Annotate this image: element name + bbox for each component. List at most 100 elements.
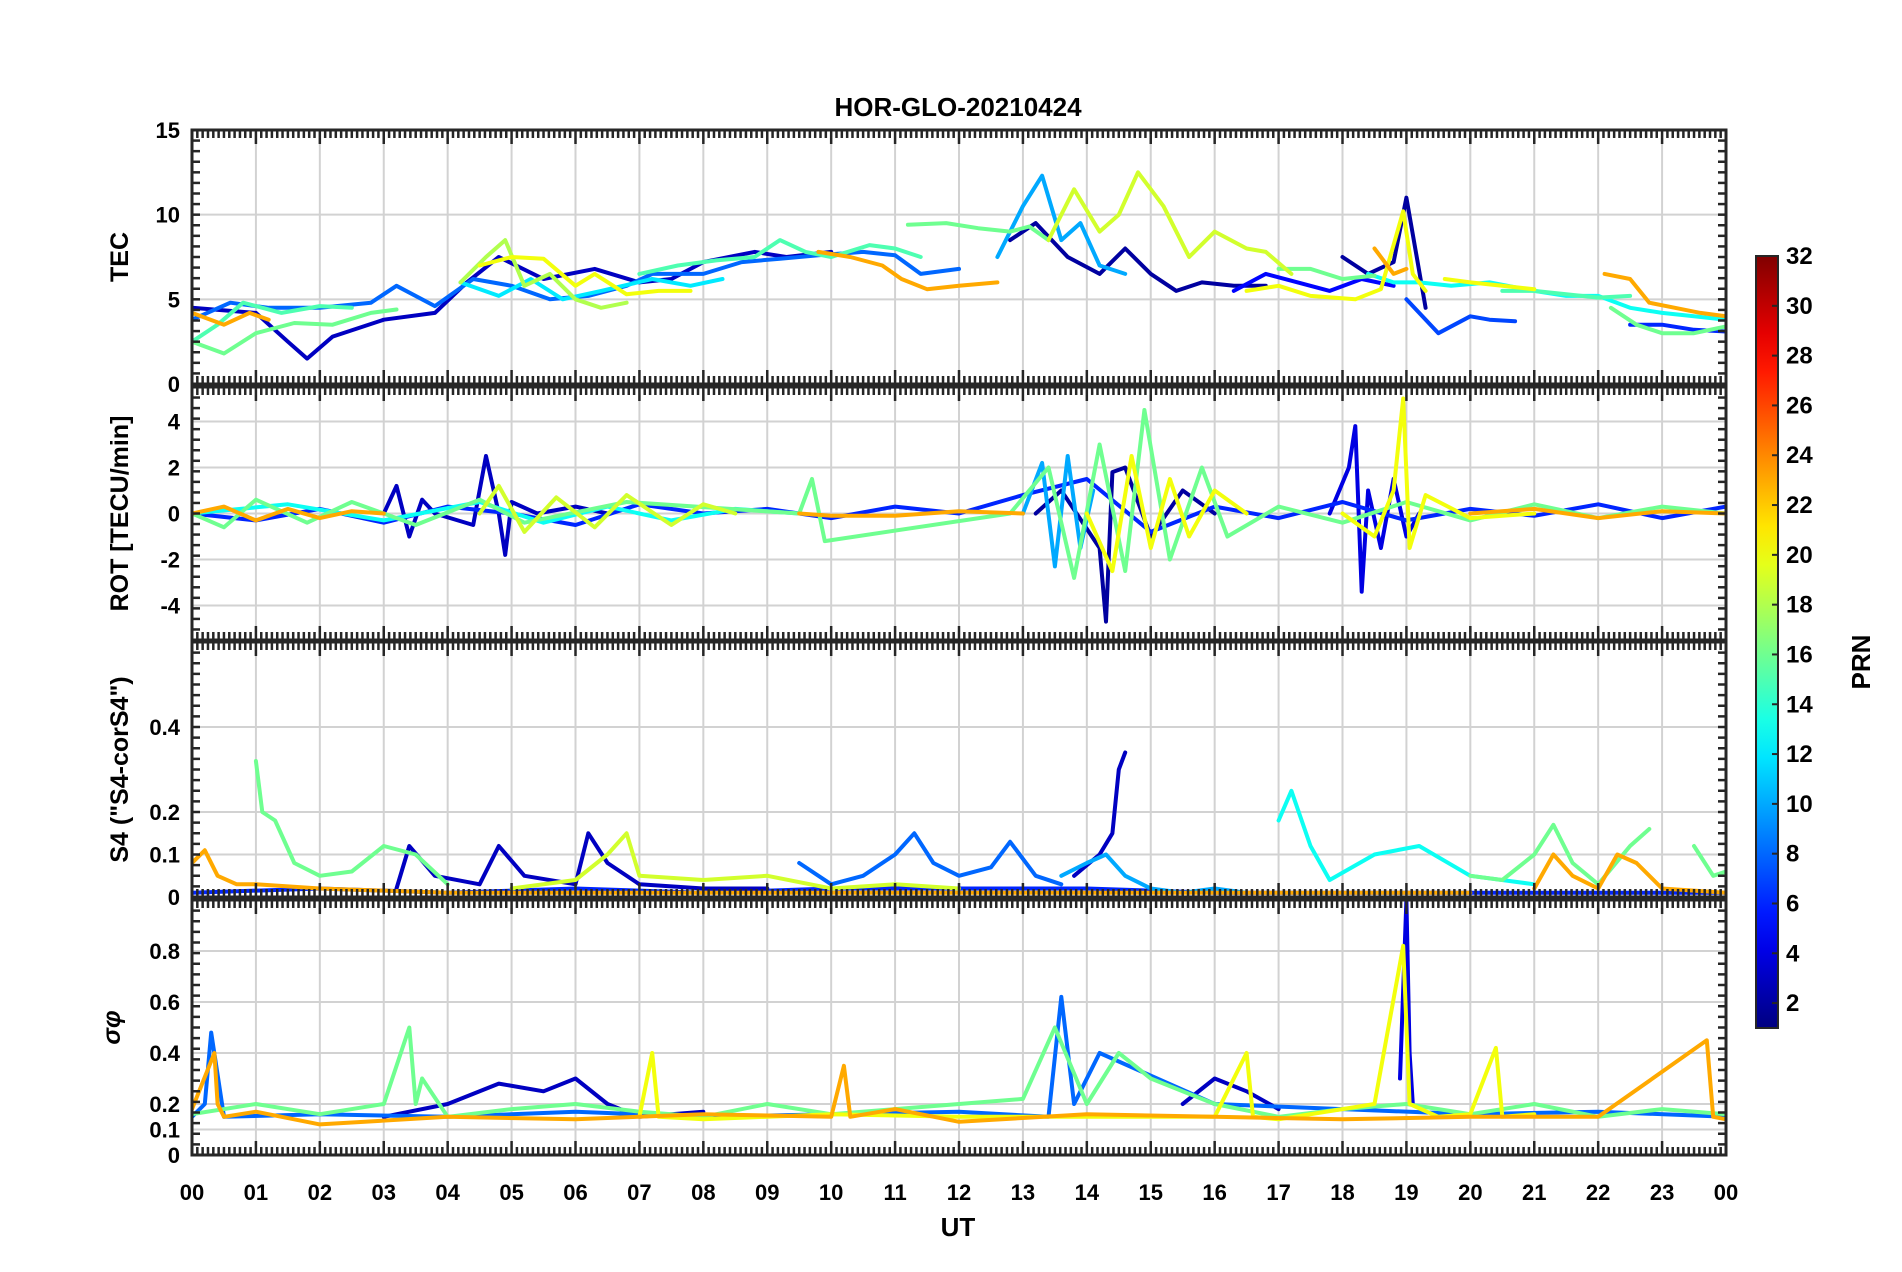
x-tick-label: 11 xyxy=(883,1180,906,1205)
chart-title: HOR-GLO-20210424 xyxy=(834,92,1082,122)
y-tick-label: 0 xyxy=(168,372,180,397)
panel-tec: 0 5 10 15 TEC xyxy=(106,118,1728,397)
panel-rot-series xyxy=(192,396,1726,624)
series-prn-23 xyxy=(192,504,386,523)
x-tick-label: 22 xyxy=(1586,1180,1610,1205)
x-tick-label: 23 xyxy=(1650,1180,1674,1205)
x-tick-label: 03 xyxy=(372,1180,396,1205)
panel-tec-frame xyxy=(190,128,1728,386)
series-prn-23 xyxy=(797,509,1025,518)
panel-rot-frame xyxy=(190,385,1728,642)
y-axis-label: σφ xyxy=(98,1010,126,1044)
colorbar-tick-label: 10 xyxy=(1786,791,1813,818)
y-axis-label: ROT [TECU/min] xyxy=(106,416,134,612)
x-tick-label: 01 xyxy=(244,1180,268,1205)
series-prn-15 xyxy=(637,238,923,276)
series-prn-20 xyxy=(477,255,693,297)
series-prn-3 xyxy=(381,454,610,557)
x-tick-label: 16 xyxy=(1202,1180,1226,1205)
series-prn-19 xyxy=(477,483,738,534)
y-tick-label: 0.2 xyxy=(149,1092,180,1117)
x-tick-label: 02 xyxy=(308,1180,332,1205)
y-tick-label: 4 xyxy=(168,410,181,435)
panel-sigma-series xyxy=(192,900,1726,1127)
colorbar-tick-label: 24 xyxy=(1786,442,1813,469)
series-prn-20 xyxy=(1244,209,1428,302)
x-tick-label: 17 xyxy=(1266,1180,1290,1205)
x-tick-label: 19 xyxy=(1394,1180,1418,1205)
x-tick-labels: 00 01 02 03 04 05 06 07 08 09 10 11 12 13 14 15 16 17 18 19… xyxy=(180,1180,1738,1205)
y-tick-label: -4 xyxy=(160,594,180,619)
series-prn-23 xyxy=(1602,271,1726,319)
colorbar-tick-label: 26 xyxy=(1786,392,1813,419)
series-prn-16 xyxy=(192,1025,1726,1119)
series-prn-5 xyxy=(1231,271,1396,293)
y-tick-label: 0.8 xyxy=(149,939,180,964)
x-tick-label: 05 xyxy=(499,1180,523,1205)
x-tick-label: 20 xyxy=(1458,1180,1482,1205)
series-prn-16 xyxy=(1276,266,1377,281)
series-prn-23 xyxy=(1468,506,1726,521)
series-prn-10 xyxy=(995,173,1128,276)
series-prn-15 xyxy=(1500,288,1633,300)
series-prn-7 xyxy=(1404,297,1518,336)
series-prn-18 xyxy=(458,238,629,310)
colorbar-frame xyxy=(1755,255,1779,1029)
colorbar-tick-label: 32 xyxy=(1786,243,1813,270)
series-prn-13 xyxy=(192,500,802,525)
y-axis-label: S4 ("S4-corS4") xyxy=(106,676,134,862)
x-tick-label: 09 xyxy=(755,1180,779,1205)
y-tick-label: 0 xyxy=(168,502,180,527)
y-tick-label: 0.2 xyxy=(149,800,180,825)
y-tick-label: 0.6 xyxy=(149,990,180,1015)
colorbar-tick-label: 12 xyxy=(1786,741,1813,768)
colorbar-tick-label: 2 xyxy=(1786,990,1799,1017)
series-prn-16 xyxy=(1692,844,1726,878)
colorbar-tick-label: 22 xyxy=(1786,492,1813,519)
panel-sigma-frame xyxy=(190,898,1728,1157)
series-prn-23 xyxy=(192,310,271,327)
x-tick-label: 00 xyxy=(180,1180,204,1205)
x-tick-label: 08 xyxy=(691,1180,715,1205)
y-tick-label: 15 xyxy=(156,118,180,143)
series-prn-16 xyxy=(1468,822,1652,887)
x-tick-label: 13 xyxy=(1011,1180,1035,1205)
series-prn-16 xyxy=(253,759,450,887)
x-axis-label: UT xyxy=(941,1212,976,1242)
colorbar-tick-label: 30 xyxy=(1786,293,1813,320)
y-tick-label: 0.1 xyxy=(149,1118,180,1143)
series-prn-19 xyxy=(1046,170,1294,276)
x-tick-label: 07 xyxy=(627,1180,651,1205)
series-prn-23 xyxy=(816,249,1000,292)
panel-rot: -4 -2 0 2 4 ROT [TECU/min] xyxy=(106,385,1728,642)
colorbar-tick-label: 20 xyxy=(1786,542,1813,569)
series-prn-20 xyxy=(1442,277,1537,292)
x-tick-label: 06 xyxy=(563,1180,587,1205)
x-tick-label: 15 xyxy=(1139,1180,1163,1205)
y-tick-label: 0 xyxy=(168,1143,180,1168)
series-prn-16 xyxy=(1608,305,1726,336)
panel-s4: 0 0.1 0.2 0.4 S4 ("S4-corS4") xyxy=(106,640,1728,910)
series-prn-23 xyxy=(192,1038,1726,1127)
series-prn-2 xyxy=(1340,195,1428,310)
y-tick-label: 5 xyxy=(168,287,180,312)
x-tick-label: 14 xyxy=(1075,1180,1100,1205)
series-prn-15 xyxy=(192,300,354,344)
colorbar-tick-label: 6 xyxy=(1786,890,1799,917)
series-prn-13 xyxy=(1276,788,1537,887)
y-tick-label: 0 xyxy=(168,885,180,910)
series-prn-8 xyxy=(797,831,1064,887)
series-prn-20 xyxy=(1340,396,1537,550)
panel-tec-series xyxy=(192,170,1726,361)
colorbar-label: PRN xyxy=(1846,635,1876,690)
series-prn-12 xyxy=(458,277,725,302)
series-prn-19 xyxy=(509,831,961,891)
series-prn-16 xyxy=(192,307,399,356)
series-prn-16 xyxy=(905,221,1051,243)
panel-sigma: 00.10.2 0.4 0.6 0.8 σφ xyxy=(98,898,1728,1168)
x-tick-label: 04 xyxy=(435,1180,460,1205)
series-prn-2 xyxy=(1008,221,1268,293)
